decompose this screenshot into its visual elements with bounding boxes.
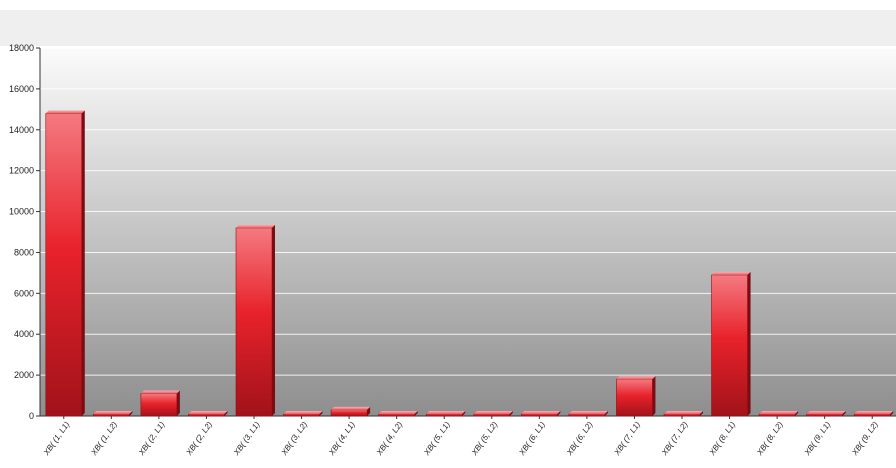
bar-side <box>890 411 894 416</box>
bar-side <box>652 376 656 416</box>
y-tick-label: 2000 <box>14 370 34 380</box>
y-tick-label: 12000 <box>9 166 34 176</box>
bar-cap <box>521 411 561 414</box>
bar-side <box>557 411 561 416</box>
bar <box>330 409 368 417</box>
bar <box>806 413 843 417</box>
bar <box>283 413 320 417</box>
bar-side <box>795 411 799 416</box>
y-tick-label: 8000 <box>14 247 34 257</box>
bar-side <box>129 411 133 416</box>
bar-cap <box>426 411 466 414</box>
bar <box>616 378 653 417</box>
bar-cap <box>283 411 323 414</box>
bar <box>235 227 273 417</box>
bar <box>568 413 606 417</box>
bar <box>45 113 83 417</box>
bar-side <box>224 411 228 416</box>
y-tick-label: 14000 <box>9 125 34 135</box>
y-tick-label: 4000 <box>14 329 34 339</box>
bar-cap <box>93 411 133 414</box>
bar-cap <box>568 411 608 414</box>
bar-side <box>462 411 466 416</box>
y-tick-label: 10000 <box>9 207 34 217</box>
bar <box>758 413 796 417</box>
bar-side <box>319 411 323 416</box>
bar-cap <box>236 224 275 228</box>
y-tick-label: 16000 <box>9 84 34 94</box>
y-tick-label: 6000 <box>14 288 34 298</box>
bar <box>188 413 225 417</box>
bar-side <box>367 406 371 416</box>
bar-cap <box>331 406 371 410</box>
bar-side <box>604 411 608 416</box>
bar-side <box>414 411 418 416</box>
bar <box>853 413 891 417</box>
bar-cap <box>616 376 656 380</box>
bar-cap <box>45 110 85 114</box>
bar <box>378 413 415 417</box>
bar-side <box>176 390 180 416</box>
bar <box>93 413 130 417</box>
y-tick-label: 18000 <box>9 43 34 53</box>
bar-side <box>700 411 703 416</box>
bar <box>663 413 701 417</box>
bar-side <box>272 224 275 416</box>
bar-side <box>509 411 513 416</box>
bar-side <box>81 110 85 416</box>
bar <box>521 413 558 417</box>
y-tick-label: 0 <box>29 411 34 421</box>
bar-cap <box>854 411 894 414</box>
bar-cap <box>806 411 846 414</box>
bar-side <box>747 271 751 416</box>
bar <box>140 393 178 417</box>
bar-side <box>842 411 846 416</box>
bar <box>425 413 463 417</box>
bar-cap <box>759 411 799 414</box>
bar-cap <box>711 271 751 275</box>
bar-cap <box>473 411 513 414</box>
bar-cap <box>664 411 703 414</box>
plot-area <box>40 48 896 416</box>
bar <box>711 274 748 417</box>
bar-cap <box>188 411 228 414</box>
bar <box>473 413 511 417</box>
bar-cap <box>378 411 418 414</box>
bar-cap <box>140 390 180 394</box>
